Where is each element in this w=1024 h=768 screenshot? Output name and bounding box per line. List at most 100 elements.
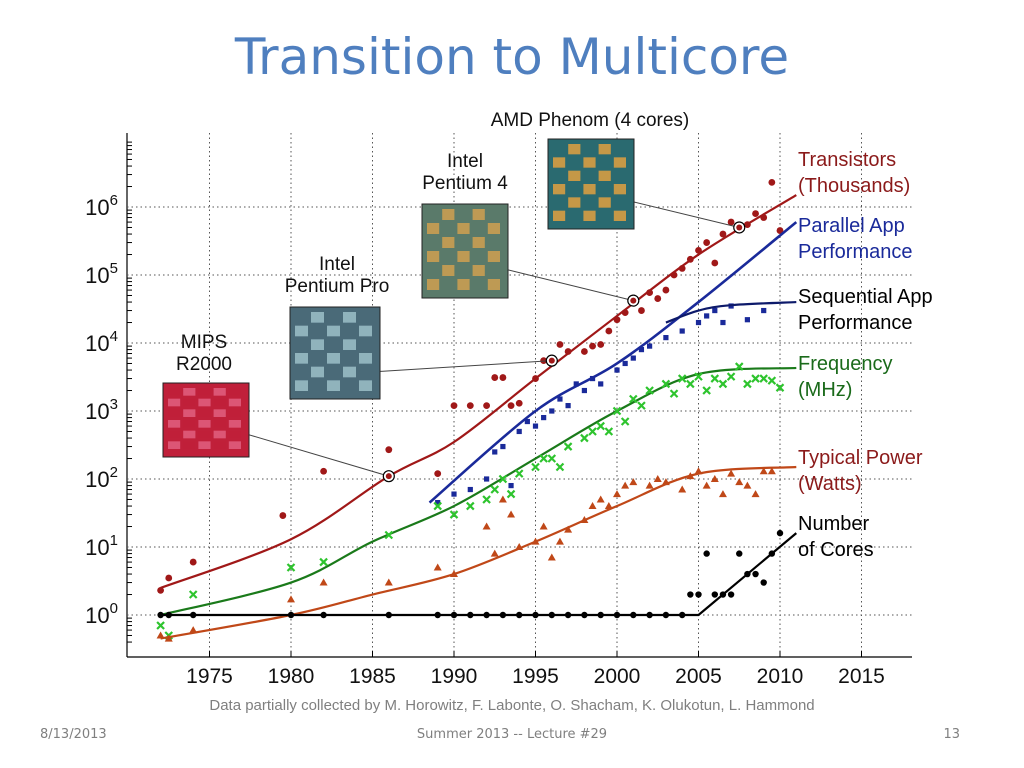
chip-die-block: [568, 170, 581, 181]
data-point-power: [450, 570, 458, 578]
data-point-cores: [581, 611, 588, 619]
data-point-frequency: [694, 372, 703, 381]
data-point-transistors: [165, 574, 173, 582]
chip-die-block: [487, 265, 500, 276]
data-point-parallel: [720, 319, 726, 326]
data-point-power: [621, 481, 630, 489]
data-point-transistors: [434, 470, 442, 478]
data-point-transistors: [621, 309, 629, 316]
chip-die-block: [598, 170, 611, 181]
data-point-cores: [165, 611, 172, 619]
data-point-cores: [695, 591, 702, 598]
data-point-cores: [613, 611, 621, 619]
data-point-transistors: [279, 512, 287, 519]
chip-die-block: [427, 223, 440, 234]
data-point-transistors: [711, 259, 719, 267]
y-tick-label: 104: [85, 328, 118, 356]
data-point-transistors: [491, 374, 499, 381]
chip-die-block: [598, 144, 611, 155]
x-tick-label: 2000: [594, 665, 641, 688]
data-point-transistors: [678, 265, 686, 272]
chip-die-block: [295, 339, 308, 350]
chip-die-block: [472, 279, 485, 290]
chip-die-block: [198, 409, 211, 417]
data-point-cores: [736, 550, 743, 557]
chip-die-block: [568, 157, 581, 168]
data-point-power: [515, 543, 524, 550]
data-point-frequency: [588, 427, 597, 436]
chip-die-block: [553, 210, 566, 221]
x-tick-label: 1980: [268, 665, 315, 688]
data-point-transistors: [760, 214, 768, 221]
data-point-power: [653, 475, 662, 482]
chip-die-block: [295, 366, 308, 378]
data-point-frequency: [669, 389, 679, 398]
data-point-power: [531, 537, 540, 545]
chip-die-block: [343, 366, 356, 378]
chip-die-block: [583, 197, 596, 208]
legend-label-power: Typical Power (Watts): [798, 447, 923, 495]
data-point-parallel: [516, 428, 522, 435]
chip-die-block: [343, 339, 356, 350]
data-point-frequency: [286, 563, 296, 572]
chip-die-block: [613, 144, 626, 155]
chip-die-block: [168, 420, 181, 428]
chip-die-block: [427, 209, 440, 220]
chip-die-block: [213, 388, 226, 396]
data-point-power: [694, 467, 703, 475]
chip-die-block: [311, 325, 324, 337]
data-point-frequency: [604, 427, 614, 436]
chip-die-block: [228, 430, 241, 439]
data-point-parallel: [647, 343, 653, 349]
chip-die-block: [457, 251, 470, 262]
chip-die-block: [359, 325, 372, 337]
chip-die-block: [472, 251, 485, 262]
chip-die-block: [457, 209, 470, 220]
data-point-frequency: [775, 383, 785, 392]
data-point-power: [555, 537, 564, 545]
chip-die-block: [442, 279, 455, 290]
x-tick-label: 1995: [512, 665, 559, 688]
chip-leader-line: [379, 360, 552, 372]
data-point-frequency: [384, 530, 394, 540]
data-point-frequency: [563, 442, 573, 451]
chip-die-block: [183, 388, 196, 396]
chip-die-block: [442, 265, 455, 276]
footer-lecture: Summer 2013 -- Lecture #29: [416, 727, 608, 742]
chip-die-block: [213, 409, 226, 417]
data-point-frequency: [661, 379, 671, 389]
chip-die-block: [553, 184, 566, 195]
data-point-parallel: [557, 396, 563, 402]
data-point-parallel: [524, 418, 530, 425]
data-point-power: [189, 626, 198, 634]
data-point-parallel: [532, 423, 539, 429]
data-point-frequency: [645, 386, 654, 395]
data-point-transistors: [727, 218, 735, 226]
data-point-frequency: [686, 379, 695, 389]
data-point-power: [759, 467, 768, 475]
data-point-cores: [434, 611, 441, 619]
data-point-power: [319, 578, 328, 586]
data-point-cores: [450, 611, 458, 619]
legend-label-frequency: Frequency (MHz): [798, 353, 893, 401]
chip-die-block: [472, 223, 485, 234]
data-point-parallel: [467, 486, 473, 493]
chip-die-block: [472, 237, 485, 248]
data-point-transistors: [581, 348, 588, 355]
data-point-parallel: [614, 367, 620, 373]
data-point-cores: [190, 611, 197, 619]
chip-die-block: [472, 209, 485, 220]
data-point-cores: [320, 611, 327, 619]
chip-die-block: [327, 325, 340, 337]
chip-die-block: [198, 388, 211, 396]
chip-die-block: [198, 398, 211, 407]
data-point-power: [678, 485, 687, 493]
data-point-frequency: [319, 557, 328, 567]
chip-die-block: [487, 279, 500, 290]
data-point-cores: [483, 611, 490, 619]
data-point-power: [751, 490, 760, 498]
chip-die-block: [327, 380, 340, 391]
chip-die-block: [487, 237, 500, 248]
data-point-parallel: [598, 381, 604, 387]
